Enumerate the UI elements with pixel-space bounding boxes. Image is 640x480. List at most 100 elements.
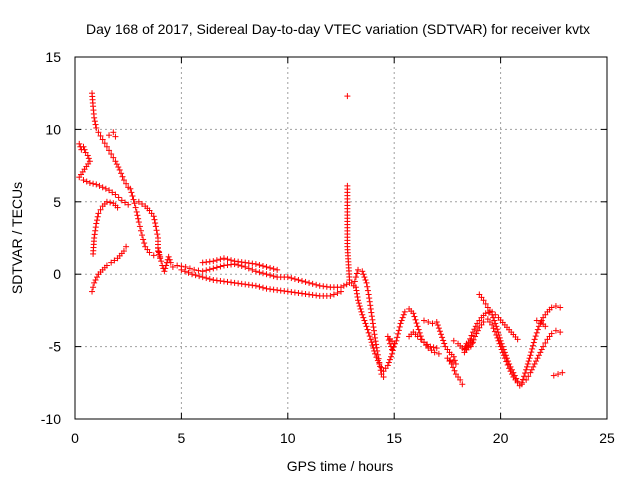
data-point-plus-marker — [468, 332, 475, 339]
data-point-plus-marker — [367, 302, 374, 309]
data-point-plus-marker — [480, 318, 487, 325]
data-point-plus-marker — [465, 339, 472, 346]
data-point-plus-marker — [127, 185, 134, 192]
data-point-plus-marker — [139, 232, 146, 239]
data-point-plus-marker — [439, 334, 446, 341]
data-point-plus-marker — [263, 263, 270, 270]
data-point-plus-marker — [472, 323, 479, 330]
data-point-plus-marker — [191, 266, 198, 273]
data-point-plus-marker — [199, 268, 206, 275]
data-point-plus-marker — [217, 256, 224, 263]
data-point-plus-marker — [462, 346, 469, 353]
data-point-plus-marker — [102, 185, 109, 192]
data-point-plus-marker — [252, 282, 259, 289]
data-point-plus-marker — [352, 284, 359, 291]
data-point-plus-marker — [103, 143, 110, 150]
data-point-plus-marker — [106, 132, 113, 139]
data-point-plus-marker — [80, 177, 87, 184]
data-point-plus-marker — [195, 267, 202, 274]
data-point-plus-marker — [401, 308, 408, 315]
data-point-plus-marker — [495, 329, 502, 336]
data-point-plus-marker — [178, 266, 185, 273]
chart-title: Day 168 of 2017, Sidereal Day-to-day VTE… — [86, 21, 590, 37]
data-point-plus-marker — [76, 140, 83, 147]
data-point-plus-marker — [116, 166, 123, 173]
data-point-plus-marker — [380, 374, 387, 381]
data-point-plus-marker — [459, 381, 466, 388]
data-point-plus-marker — [92, 276, 99, 283]
data-point-plus-marker — [113, 161, 120, 168]
data-point-plus-marker — [270, 273, 277, 280]
data-point-plus-marker — [435, 350, 442, 357]
data-point-plus-marker — [186, 265, 193, 272]
data-point-plus-marker — [434, 322, 441, 329]
data-point-plus-marker — [158, 258, 165, 265]
data-point-plus-marker — [135, 198, 142, 205]
data-point-plus-marker — [531, 336, 538, 343]
data-point-plus-marker — [133, 208, 140, 215]
data-point-plus-marker — [284, 274, 291, 281]
data-point-plus-marker — [534, 355, 541, 362]
data-point-plus-marker — [118, 197, 125, 204]
data-point-plus-marker — [486, 308, 493, 315]
data-points — [76, 90, 566, 389]
data-point-plus-marker — [386, 356, 393, 363]
data-point-plus-marker — [430, 344, 437, 351]
data-point-plus-marker — [535, 323, 542, 330]
data-point-plus-marker — [506, 360, 513, 367]
data-point-plus-marker — [368, 339, 375, 346]
data-point-plus-marker — [106, 187, 113, 194]
data-point-plus-marker — [400, 311, 407, 318]
data-point-plus-marker — [522, 370, 529, 377]
data-point-plus-marker — [252, 261, 259, 268]
data-point-plus-marker — [436, 328, 443, 335]
data-point-plus-marker — [150, 252, 157, 259]
data-point-plus-marker — [92, 121, 99, 128]
data-point-plus-marker — [555, 371, 562, 378]
data-point-plus-marker — [365, 329, 372, 336]
data-point-plus-marker — [514, 378, 521, 385]
data-point-plus-marker — [259, 284, 266, 291]
data-point-plus-marker — [152, 223, 159, 230]
data-point-plus-marker — [128, 189, 135, 196]
data-point-plus-marker — [112, 133, 119, 140]
data-point-plus-marker — [538, 346, 545, 353]
data-point-plus-marker — [334, 290, 341, 297]
data-point-plus-marker — [552, 327, 559, 334]
data-point-plus-marker — [330, 291, 337, 298]
data-point-plus-marker — [245, 265, 252, 272]
data-point-plus-marker — [427, 343, 434, 350]
data-point-plus-marker — [89, 288, 96, 295]
data-point-plus-marker — [313, 281, 320, 288]
data-point-plus-marker — [496, 334, 503, 341]
data-point-plus-marker — [76, 174, 83, 181]
data-point-plus-marker — [256, 262, 263, 269]
x-tick-label: 10 — [280, 430, 296, 446]
data-point-plus-marker — [370, 324, 377, 331]
data-point-plus-marker — [162, 265, 169, 272]
data-point-plus-marker — [501, 349, 508, 356]
data-point-plus-marker — [385, 359, 392, 366]
data-point-plus-marker — [97, 132, 104, 139]
data-point-plus-marker — [535, 352, 542, 359]
data-point-plus-marker — [367, 305, 374, 312]
data-point-plus-marker — [411, 313, 418, 320]
data-point-plus-marker — [119, 173, 126, 180]
data-point-plus-marker — [107, 199, 114, 206]
data-point-plus-marker — [533, 329, 540, 336]
data-point-plus-marker — [259, 270, 266, 277]
data-point-plus-marker — [414, 333, 421, 340]
data-point-plus-marker — [91, 231, 98, 238]
data-point-plus-marker — [359, 311, 366, 318]
data-point-plus-marker — [533, 358, 540, 365]
data-point-plus-marker — [467, 343, 474, 350]
data-point-plus-marker — [109, 189, 116, 196]
data-point-plus-marker — [518, 379, 525, 386]
data-point-plus-marker — [93, 217, 100, 224]
data-point-plus-marker — [534, 326, 541, 333]
data-point-plus-marker — [440, 337, 447, 344]
data-point-plus-marker — [438, 331, 445, 338]
data-point-plus-marker — [132, 204, 139, 211]
data-point-plus-marker — [529, 342, 536, 349]
